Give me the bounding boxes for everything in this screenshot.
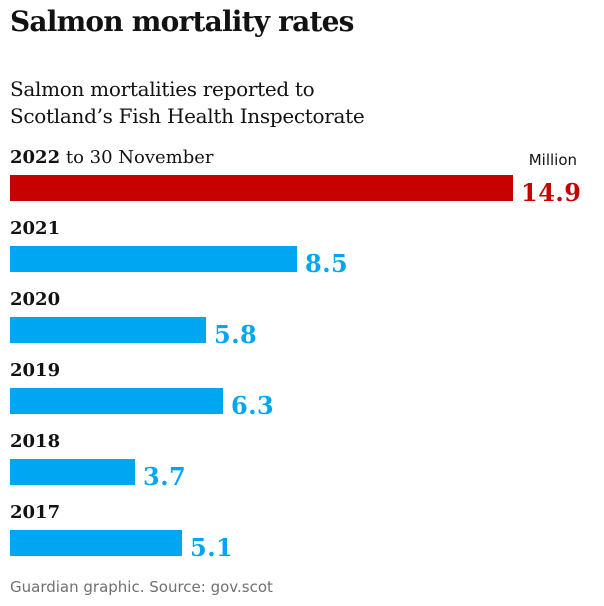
value-label: 5.8 — [214, 320, 258, 349]
category-year: 2017 — [10, 502, 61, 523]
category-label: 2019 — [10, 361, 60, 381]
value-label: 6.3 — [231, 391, 275, 420]
category-year: 2020 — [10, 289, 61, 310]
unit-label: Million — [528, 151, 577, 169]
bar — [10, 388, 223, 414]
category-year: 2021 — [10, 218, 61, 239]
chart-title: Salmon mortality rates — [10, 5, 354, 38]
category-suffix: to 30 November — [60, 147, 214, 168]
bar — [10, 246, 297, 272]
category-label: 2018 — [10, 432, 60, 452]
value-label: 14.9 — [521, 178, 582, 207]
bar — [10, 530, 182, 556]
bar — [10, 175, 513, 201]
source-note: Guardian graphic. Source: gov.scot — [10, 578, 273, 596]
value-label: 8.5 — [305, 249, 349, 278]
category-label: 2022 to 30 November — [10, 148, 214, 168]
category-year: 2018 — [10, 431, 61, 452]
category-label: 2017 — [10, 503, 60, 523]
value-label: 5.1 — [190, 533, 234, 562]
value-label: 3.7 — [143, 462, 187, 491]
chart-subtitle: Salmon mortalities reported to Scotland’… — [10, 76, 365, 130]
bar — [10, 317, 206, 343]
bar — [10, 459, 135, 485]
category-year: 2022 — [10, 147, 61, 168]
subtitle-line-2: Scotland’s Fish Health Inspectorate — [10, 104, 365, 128]
category-label: 2021 — [10, 219, 60, 239]
category-year: 2019 — [10, 360, 61, 381]
subtitle-line-1: Salmon mortalities reported to — [10, 77, 315, 101]
category-label: 2020 — [10, 290, 60, 310]
